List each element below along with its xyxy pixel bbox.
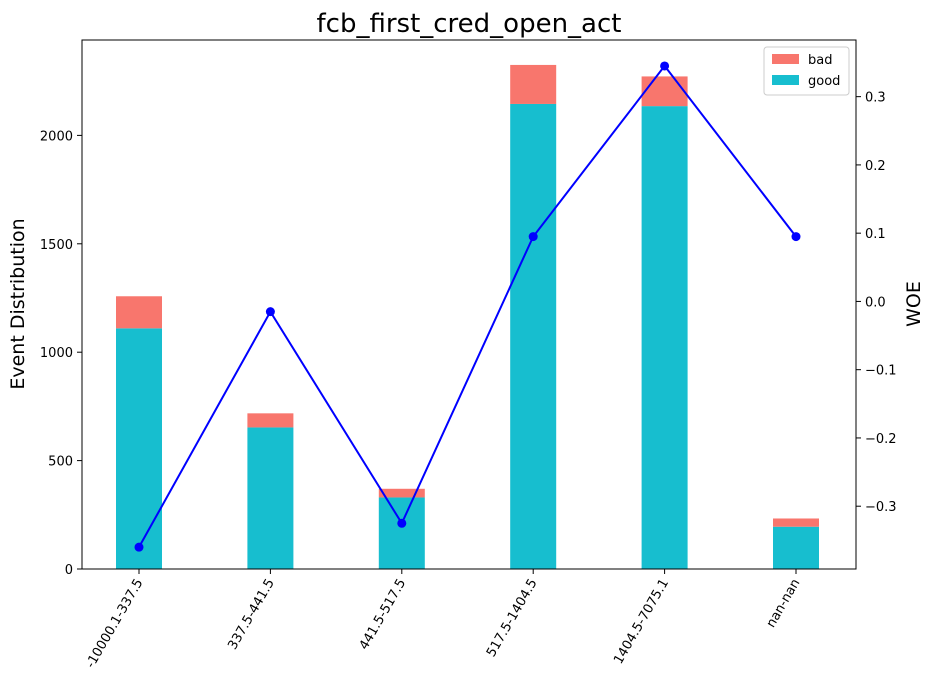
bars-layer — [116, 64, 819, 569]
x-tick-label-0: -10000.1-337.5 — [83, 577, 146, 671]
bar-bad-3 — [510, 64, 557, 104]
legend-swatch-good — [772, 75, 799, 85]
y-tick-label-1: 500 — [48, 455, 73, 470]
legend-label-good: good — [808, 74, 840, 89]
y-tick-label-2: 1000 — [40, 346, 73, 361]
bar-good-0 — [116, 328, 162, 569]
bar-bad-4 — [641, 76, 688, 107]
y-tick-label-3: 1500 — [40, 238, 73, 253]
woe-point-4 — [660, 61, 670, 71]
y2-tick-label-3: 0.0 — [865, 295, 886, 310]
bar-good-1 — [247, 427, 294, 569]
bar-bad-1 — [247, 413, 294, 428]
woe-line-layer — [134, 61, 801, 552]
woe-point-1 — [265, 307, 275, 317]
legend: bad good — [763, 46, 850, 96]
bar-good-4 — [641, 106, 688, 569]
y-tick-label-0: 0 — [65, 563, 73, 578]
woe-point-2 — [397, 518, 407, 528]
y-axis-label: Event Distribution — [7, 218, 29, 389]
y-tick-label-4: 2000 — [40, 129, 73, 144]
y2-tick-label-5: 0.2 — [865, 159, 886, 174]
woe-point-3 — [528, 232, 538, 242]
plot-frame — [81, 39, 857, 570]
legend-label-bad: bad — [808, 53, 832, 68]
y2-tick-label-4: 0.1 — [865, 227, 886, 242]
x-tick-label-3: 517.5-1404.5 — [484, 577, 541, 660]
chart-title: fcb_first_cred_open_act — [317, 9, 622, 39]
bar-bad-5 — [773, 518, 819, 527]
y2-tick-label-6: 0.3 — [865, 91, 886, 106]
woe-point-5 — [791, 232, 801, 242]
woe-line — [138, 64, 797, 548]
woe-point-0 — [134, 542, 144, 552]
y2-tick-label-1: −0.2 — [865, 432, 897, 447]
bar-bad-2 — [378, 488, 425, 498]
y2-tick-label-0: −0.3 — [865, 500, 897, 515]
bar-good-5 — [773, 526, 819, 569]
x-tick-label-1: 337.5-441.5 — [225, 577, 278, 653]
x-tick-label-5: nan-nan — [764, 577, 804, 631]
bar-bad-0 — [116, 296, 162, 329]
bar-good-3 — [510, 103, 557, 569]
y2-tick-label-2: −0.1 — [865, 364, 897, 379]
x-tick-label-4: 1404.5-7075.1 — [611, 577, 672, 667]
bar-good-2 — [378, 497, 425, 569]
legend-swatch-bad — [772, 54, 799, 64]
x-tick-label-2: 441.5-517.5 — [357, 577, 410, 653]
axes-layer: 0 500 1000 1500 2000 −0.3 −0.2 −0.1 0.0 0.1 0.2 0.3… — [40, 39, 897, 671]
y2-axis-label: WOE — [903, 281, 925, 327]
